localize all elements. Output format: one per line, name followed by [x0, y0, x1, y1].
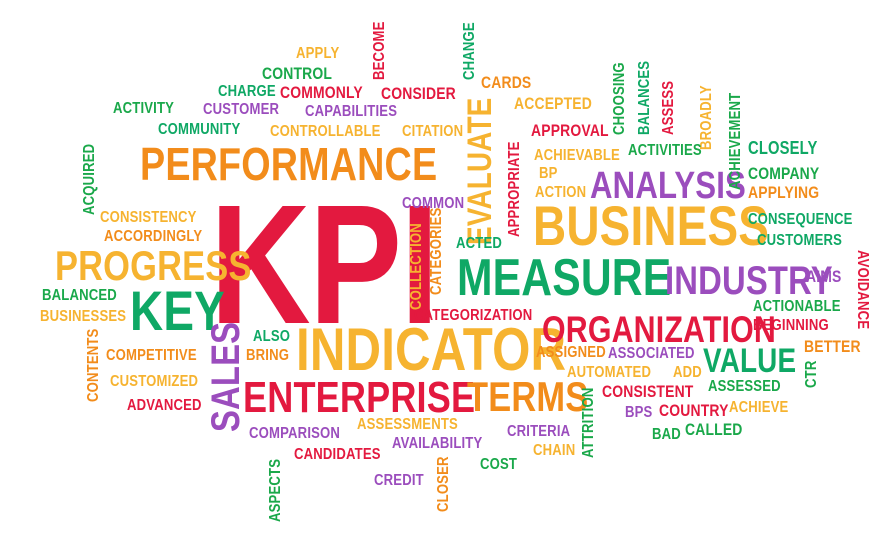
word-aspects: ASPECTS: [267, 458, 284, 522]
word-consistent: CONSISTENT: [602, 382, 694, 401]
word-achievement: ACHIEVEMENT: [727, 92, 744, 190]
word-commonly: COMMONLY: [280, 83, 363, 102]
word-advanced: ADVANCED: [127, 397, 202, 414]
word-organization: ORGANIZATION: [542, 309, 776, 350]
word-assessments: ASSESSMENTS: [357, 416, 458, 433]
word-balanced: BALANCED: [42, 287, 117, 304]
word-ctr: CTR: [803, 360, 820, 388]
word-choosing: CHOOSING: [611, 62, 628, 135]
word-citation: CITATION: [402, 123, 464, 140]
word-contents: CONTENTS: [85, 328, 102, 402]
word-terms: TERMS: [467, 373, 589, 420]
word-categorization: CATEGORIZATION: [414, 307, 533, 324]
word-achieve: ACHIEVE: [729, 399, 789, 416]
word-cards: CARDS: [481, 73, 532, 92]
word-consider: CONSIDER: [381, 84, 456, 103]
word-customer: CUSTOMER: [203, 101, 280, 118]
word-credit: CREDIT: [374, 472, 424, 489]
word-community: COMMUNITY: [158, 121, 241, 138]
word-kpi: KPI: [210, 170, 439, 360]
word-closer: CLOSER: [435, 456, 452, 512]
word-categories: CATEGORIES: [428, 207, 445, 295]
word-analysis: ANALYSIS: [590, 165, 747, 207]
word-availability: AVAILABILITY: [392, 435, 483, 452]
word-country: COUNTRY: [659, 401, 729, 420]
word-associated: ASSOCIATED: [608, 345, 695, 362]
word-called: CALLED: [685, 420, 743, 439]
word-customized: CUSTOMIZED: [110, 373, 199, 390]
word-business: BUSINESS: [533, 194, 770, 257]
word-also: ALSO: [253, 328, 291, 345]
word-control: CONTROL: [262, 64, 333, 83]
word-better: BETTER: [804, 337, 861, 356]
word-accepted: ACCEPTED: [514, 94, 592, 113]
word-assess: ASSESS: [660, 80, 677, 135]
word-bps: BPS: [625, 404, 653, 421]
word-activities: ACTIVITIES: [628, 142, 702, 159]
word-capabilities: CAPABILITIES: [305, 103, 398, 120]
word-charge: CHARGE: [218, 83, 276, 100]
word-company: COMPANY: [748, 164, 820, 183]
word-add: ADD: [673, 364, 702, 381]
word-change: CHANGE: [461, 22, 478, 80]
word-evaluate: EVALUATE: [461, 97, 499, 246]
word-performance: PERFORMANCE: [140, 138, 438, 190]
word-apply: APPLY: [296, 45, 340, 62]
word-consistency: CONSISTENCY: [100, 209, 197, 226]
word-acquired: ACQUIRED: [81, 143, 98, 215]
word-value: VALUE: [703, 342, 797, 380]
word-controllable: CONTROLLABLE: [270, 123, 381, 140]
word-achievable: ACHIEVABLE: [534, 147, 620, 164]
word-accordingly: ACCORDINGLY: [104, 228, 203, 245]
word-acted: ACTED: [456, 235, 503, 252]
word-industry: INDUSTRY: [665, 259, 833, 303]
word-comparison: COMPARISON: [249, 425, 341, 442]
word-appropriate: APPROPRIATE: [506, 141, 523, 237]
word-sales: SALES: [204, 321, 248, 432]
word-bad: BAD: [652, 426, 681, 443]
word-approval: APPROVAL: [531, 121, 609, 140]
word-collection: COLLECTION: [408, 223, 425, 310]
word-competitive: COMPETITIVE: [106, 347, 197, 364]
word-avoidance: AVOIDANCE: [854, 250, 871, 330]
word-progress: PROGRESS: [55, 242, 252, 289]
word-customers: CUSTOMERS: [757, 232, 843, 249]
word-businesses: BUSINESSES: [40, 308, 127, 325]
word-action: ACTION: [535, 184, 587, 201]
word-key: KEY: [130, 279, 225, 342]
word-common: COMMON: [402, 195, 465, 212]
word-closely: CLOSELY: [748, 138, 818, 158]
word-beginning: BEGINNING: [753, 317, 829, 334]
word-candidates: CANDIDATES: [294, 446, 381, 463]
word-become: BECOME: [371, 21, 388, 81]
word-criteria: CRITERIA: [507, 423, 571, 440]
word-assigned: ASSIGNED: [536, 344, 606, 361]
word-aims: AIMS: [806, 267, 842, 286]
word-automated: AUTOMATED: [567, 364, 652, 381]
word-actionable: ACTIONABLE: [753, 298, 841, 315]
word-indicator: INDICATOR: [296, 316, 567, 383]
word-enterprise: ENTERPRISE: [243, 373, 476, 422]
word-assessed: ASSESSED: [708, 378, 781, 395]
word-consequence: CONSEQUENCE: [748, 211, 853, 228]
word-balances: BALANCES: [636, 60, 653, 135]
word-bp: BP: [539, 165, 558, 182]
word-measure: MEASURE: [457, 249, 672, 307]
word-attrition: ATTRITION: [580, 387, 597, 458]
word-broadly: BROADLY: [698, 85, 715, 150]
word-applying: APPLYING: [748, 183, 820, 202]
word-cost: COST: [480, 456, 518, 473]
word-chain: CHAIN: [533, 442, 576, 459]
word-activity: ACTIVITY: [113, 100, 175, 117]
word-bring: BRING: [246, 347, 290, 364]
